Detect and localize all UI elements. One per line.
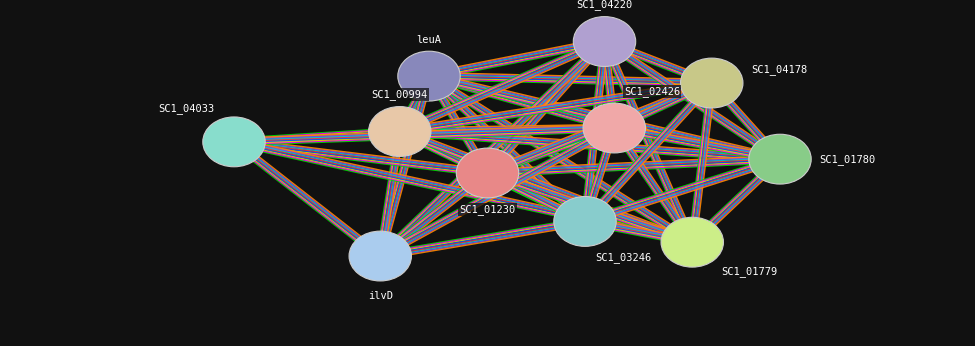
Text: SC1_04033: SC1_04033 — [158, 103, 214, 114]
Text: SC1_01779: SC1_01779 — [722, 266, 778, 277]
Ellipse shape — [398, 51, 460, 101]
Ellipse shape — [661, 217, 723, 267]
Text: SC1_04220: SC1_04220 — [576, 0, 633, 10]
Ellipse shape — [456, 148, 519, 198]
Ellipse shape — [583, 103, 645, 153]
Text: leuA: leuA — [416, 35, 442, 45]
Ellipse shape — [203, 117, 265, 167]
Ellipse shape — [369, 107, 431, 156]
Ellipse shape — [349, 231, 411, 281]
Text: SC1_02426: SC1_02426 — [624, 86, 681, 97]
Ellipse shape — [554, 197, 616, 246]
Ellipse shape — [573, 17, 636, 66]
Text: SC1_03246: SC1_03246 — [595, 253, 651, 264]
Text: SC1_01230: SC1_01230 — [459, 204, 516, 215]
Text: SC1_00994: SC1_00994 — [371, 89, 428, 100]
Text: SC1_04178: SC1_04178 — [751, 64, 807, 75]
Ellipse shape — [749, 134, 811, 184]
Text: ilvD: ilvD — [368, 291, 393, 301]
Text: SC1_01780: SC1_01780 — [819, 154, 876, 165]
Ellipse shape — [681, 58, 743, 108]
